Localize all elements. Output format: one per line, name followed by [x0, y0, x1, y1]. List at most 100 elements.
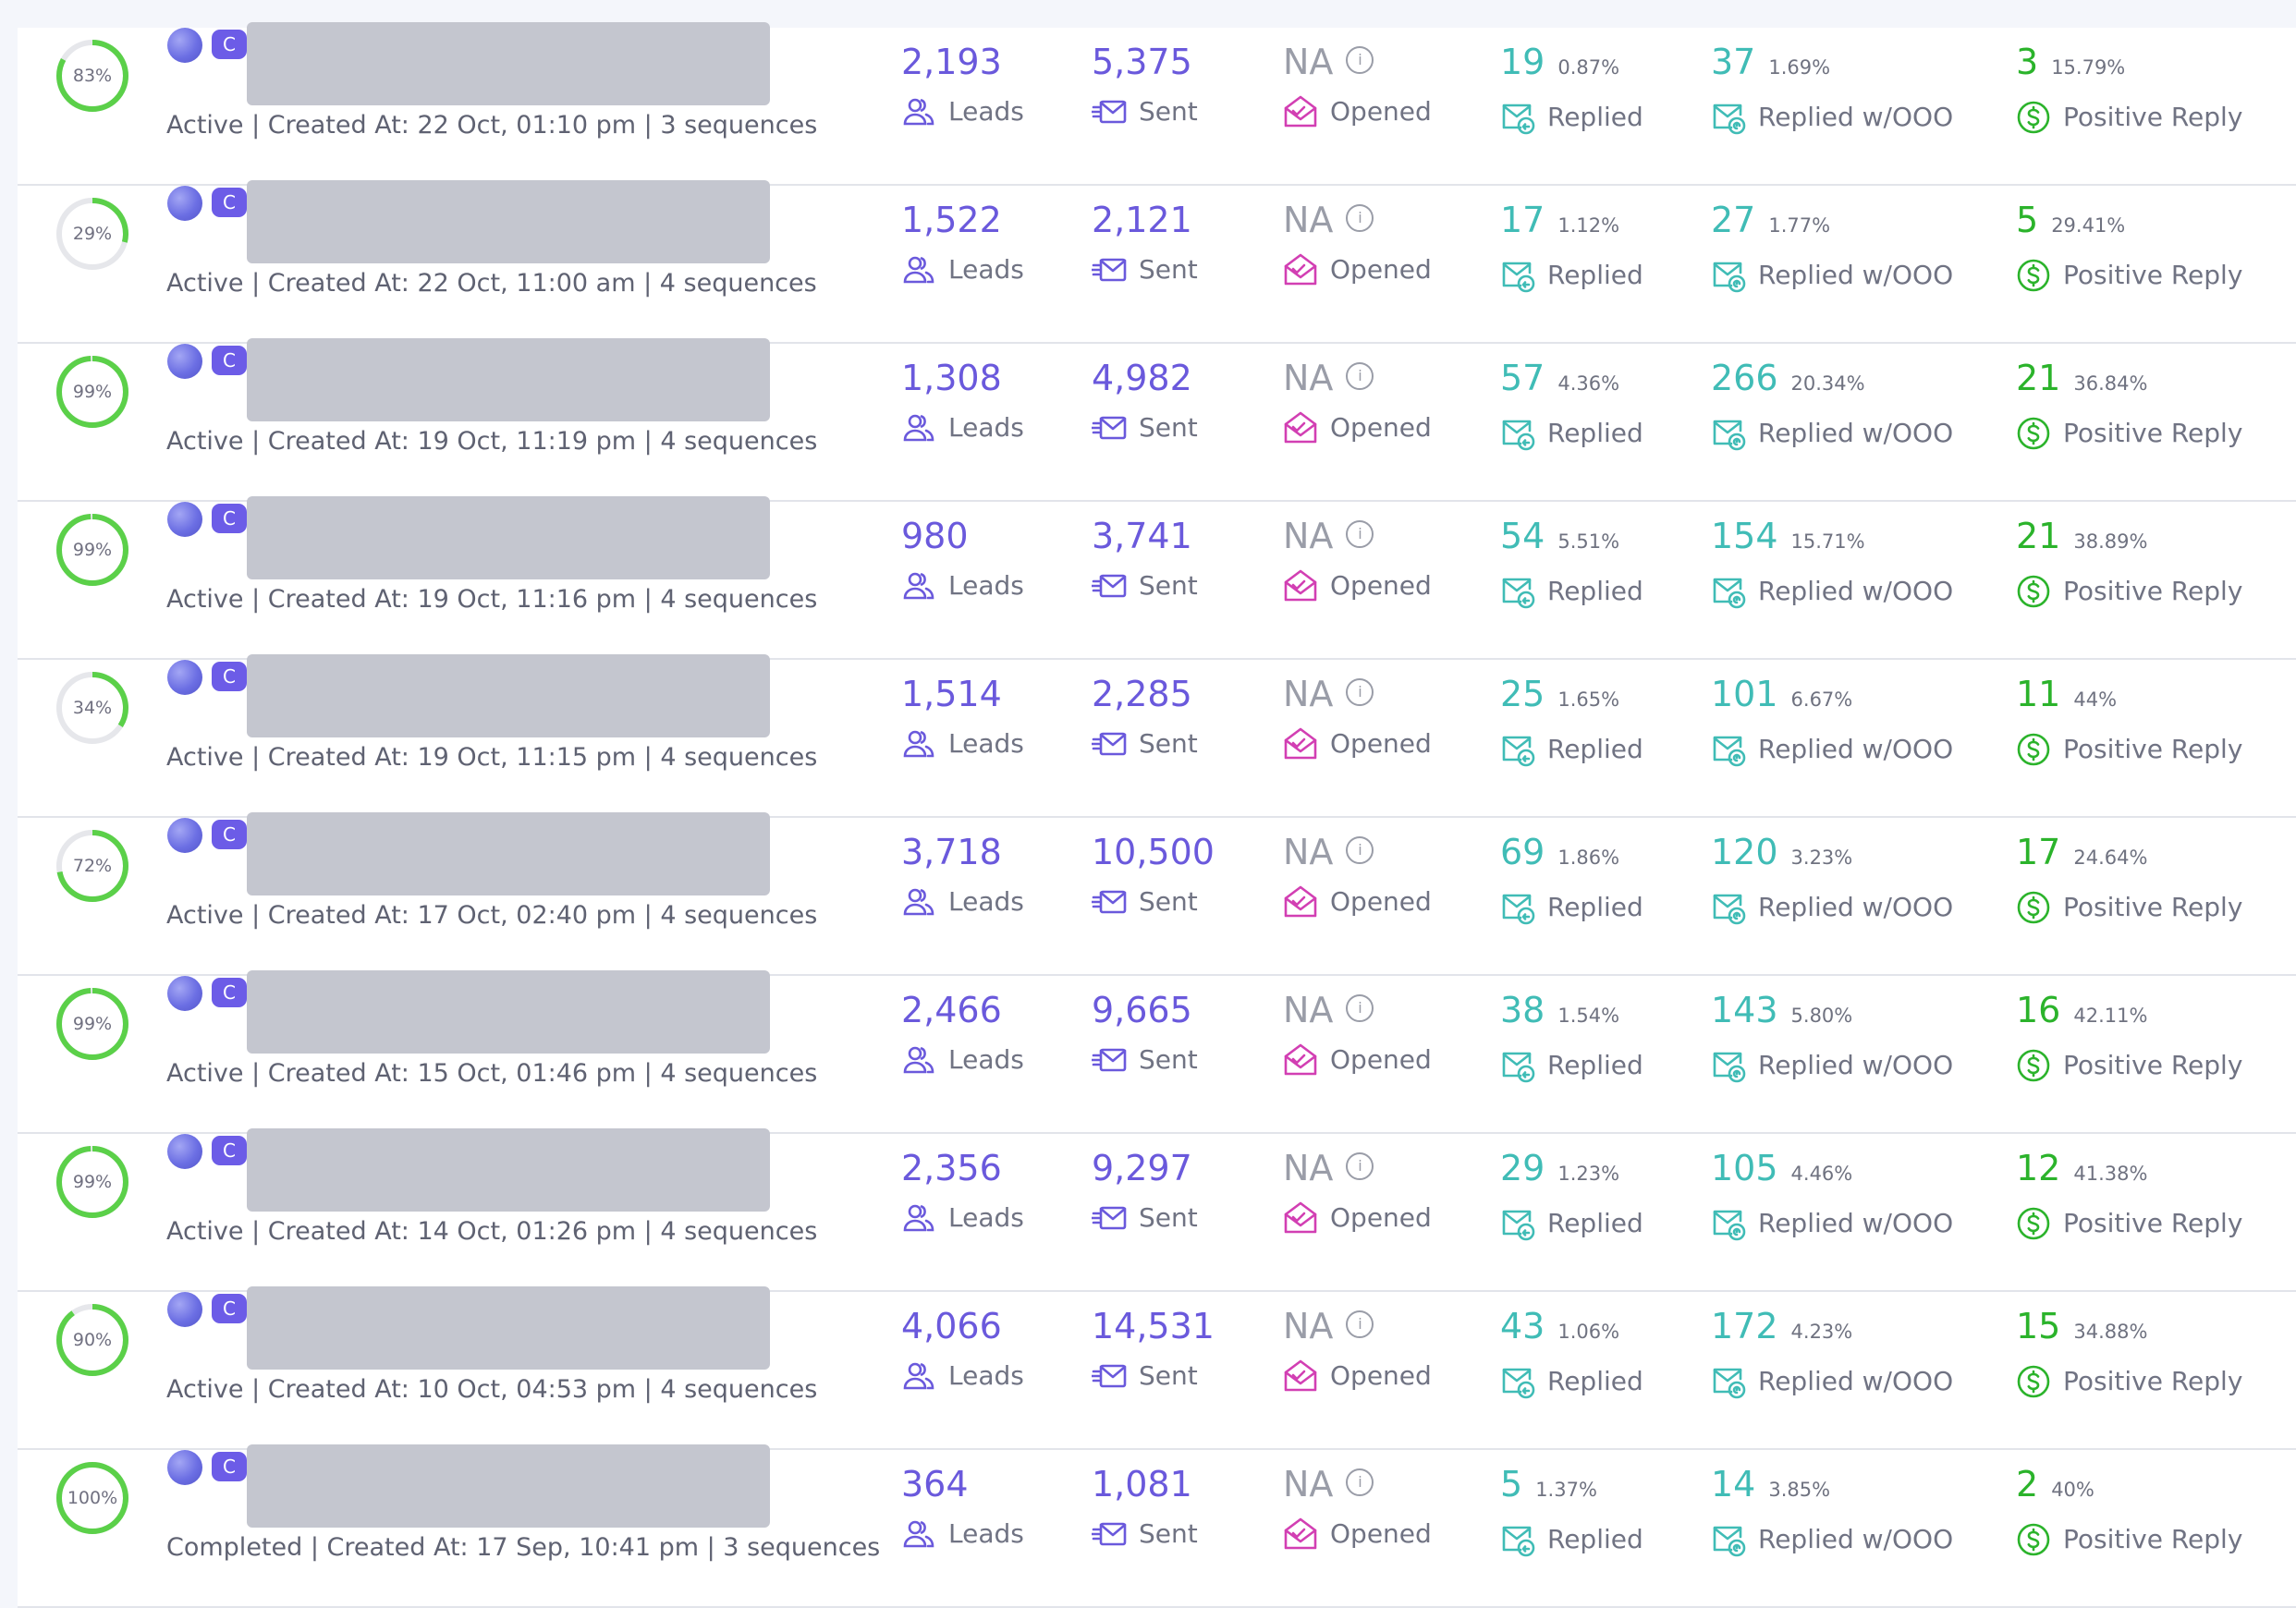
replied-icon	[1500, 1048, 1547, 1083]
sent-stat: 14,531 Sent	[1092, 1303, 1215, 1423]
replied-ooo-stat: 37 1.69% Replied w/OOO	[1711, 39, 1953, 159]
replied-stat: 17 1.12% Replied	[1500, 197, 1643, 317]
positive-reply-count: 21	[2016, 358, 2061, 398]
info-icon[interactable]: i	[1346, 1151, 1374, 1180]
positive-reply-label: Positive Reply	[2063, 260, 2243, 290]
replied-count: 17	[1500, 200, 1545, 240]
replied-stat: 29 1.23% Replied	[1500, 1145, 1643, 1265]
sent-count: 14,531	[1092, 1306, 1215, 1346]
opened-stat: NA i Opened	[1283, 513, 1432, 633]
opened-icon	[1283, 1358, 1330, 1394]
info-icon[interactable]: i	[1346, 1468, 1374, 1496]
leads-stat: 4,066 Leads	[901, 1303, 1024, 1423]
campaign-row[interactable]: 99% C Active | Created At: 14 Oct, 01:26 p…	[18, 1128, 2296, 1292]
info-icon[interactable]: i	[1346, 203, 1374, 232]
channel-badge: C	[212, 662, 247, 691]
positive-reply-stat: 21 38.89% Positive Reply	[2016, 513, 2242, 633]
campaign-name-redacted[interactable]	[247, 970, 770, 1054]
replied-ooo-stat: 14 3.85% Replied w/OOO	[1711, 1461, 1953, 1581]
campaign-row[interactable]: 100% C Completed | Created At: 17 Sep, 10:…	[18, 1444, 2296, 1608]
campaign-name-redacted[interactable]	[247, 338, 770, 421]
avatar	[167, 1134, 202, 1169]
campaign-name-redacted[interactable]	[247, 654, 770, 737]
progress-label: 99%	[72, 1172, 113, 1192]
replied-ooo-percent: 15.71%	[1790, 530, 1865, 553]
opened-label: Opened	[1330, 570, 1432, 601]
campaign-meta: Active | Created At: 17 Oct, 02:40 pm | …	[166, 901, 818, 930]
campaign-name-redacted[interactable]	[247, 180, 770, 263]
campaign-row[interactable]: 29% C Active | Created At: 22 Oct, 11:00 a…	[18, 180, 2296, 344]
info-icon[interactable]: i	[1346, 361, 1374, 390]
campaign-name-redacted[interactable]	[247, 22, 770, 105]
sent-count: 5,375	[1092, 42, 1192, 82]
leads-stat: 1,514 Leads	[901, 671, 1024, 791]
campaign-row[interactable]: 99% C Active | Created At: 19 Oct, 11:19 p…	[18, 338, 2296, 502]
campaign-row[interactable]: 34% C Active | Created At: 19 Oct, 11:15 p…	[18, 654, 2296, 818]
leads-stat: 2,466 Leads	[901, 987, 1024, 1107]
opened-label: Opened	[1330, 1202, 1432, 1233]
sent-icon	[1092, 568, 1139, 603]
info-icon[interactable]: i	[1346, 993, 1374, 1022]
sent-label: Sent	[1139, 254, 1198, 285]
leads-label: Leads	[948, 96, 1024, 127]
progress-ring: 100%	[55, 1461, 129, 1535]
replied-ooo-percent: 20.34%	[1790, 372, 1865, 395]
campaign-row[interactable]: 83% C Active | Created At: 22 Oct, 01:10 p…	[18, 22, 2296, 186]
campaign-meta: Active | Created At: 19 Oct, 11:16 pm | …	[166, 585, 818, 614]
replied-ooo-icon	[1711, 574, 1758, 609]
replied-ooo-stat: 27 1.77% Replied w/OOO	[1711, 197, 1953, 317]
replied-ooo-percent: 4.46%	[1790, 1163, 1853, 1185]
campaign-name-redacted[interactable]	[247, 496, 770, 579]
campaign-name-redacted[interactable]	[247, 1444, 770, 1528]
replied-label: Replied	[1547, 1208, 1643, 1238]
sent-stat: 4,982 Sent	[1092, 355, 1198, 475]
progress-label: 100%	[67, 1488, 118, 1508]
replied-stat: 43 1.06% Replied	[1500, 1303, 1643, 1423]
positive-reply-stat: 16 42.11% Positive Reply	[2016, 987, 2242, 1107]
leads-count: 2,193	[901, 42, 1002, 82]
replied-stat: 69 1.86% Replied	[1500, 829, 1643, 949]
opened-icon	[1283, 410, 1330, 445]
opened-stat: NA i Opened	[1283, 671, 1432, 791]
info-icon[interactable]: i	[1346, 1310, 1374, 1338]
avatar	[167, 660, 202, 695]
opened-stat: NA i Opened	[1283, 197, 1432, 317]
campaign-row[interactable]: 90% C Active | Created At: 10 Oct, 04:53 p…	[18, 1286, 2296, 1450]
opened-count: NA	[1283, 1306, 1334, 1346]
progress-label: 90%	[72, 1330, 113, 1350]
replied-ooo-count: 143	[1711, 990, 1778, 1030]
positive-reply-count: 5	[2016, 200, 2039, 240]
channel-badge: C	[212, 504, 247, 533]
positive-reply-stat: 17 24.64% Positive Reply	[2016, 829, 2242, 949]
info-icon[interactable]: i	[1346, 519, 1374, 548]
info-icon[interactable]: i	[1346, 835, 1374, 864]
campaign-name-redacted[interactable]	[247, 1128, 770, 1212]
campaign-row[interactable]: 72% C Active | Created At: 17 Oct, 02:40 p…	[18, 812, 2296, 976]
info-icon[interactable]: i	[1346, 677, 1374, 706]
positive-reply-icon	[2016, 1522, 2063, 1557]
replied-stat: 19 0.87% Replied	[1500, 39, 1643, 159]
positive-reply-label: Positive Reply	[2063, 892, 2243, 922]
replied-label: Replied	[1547, 892, 1643, 922]
leads-icon	[901, 252, 948, 287]
sent-icon	[1092, 1358, 1139, 1394]
positive-reply-icon	[2016, 416, 2063, 451]
replied-label: Replied	[1547, 418, 1643, 448]
info-icon[interactable]: i	[1346, 45, 1374, 74]
replied-count: 19	[1500, 42, 1545, 82]
campaign-name-redacted[interactable]	[247, 812, 770, 895]
progress-label: 72%	[72, 856, 113, 876]
positive-reply-label: Positive Reply	[2063, 576, 2243, 606]
leads-label: Leads	[948, 1202, 1024, 1233]
replied-count: 69	[1500, 832, 1545, 872]
leads-count: 1,522	[901, 200, 1002, 240]
campaign-name-redacted[interactable]	[247, 1286, 770, 1370]
replied-count: 38	[1500, 990, 1545, 1030]
campaign-row[interactable]: 99% C Active | Created At: 15 Oct, 01:46 p…	[18, 970, 2296, 1134]
campaign-row[interactable]: 99% C Active | Created At: 19 Oct, 11:16 p…	[18, 496, 2296, 660]
positive-reply-percent: 36.84%	[2073, 372, 2148, 395]
leads-count: 1,308	[901, 358, 1002, 398]
opened-count: NA	[1283, 42, 1334, 82]
leads-count: 2,466	[901, 990, 1002, 1030]
sent-icon	[1092, 252, 1139, 287]
